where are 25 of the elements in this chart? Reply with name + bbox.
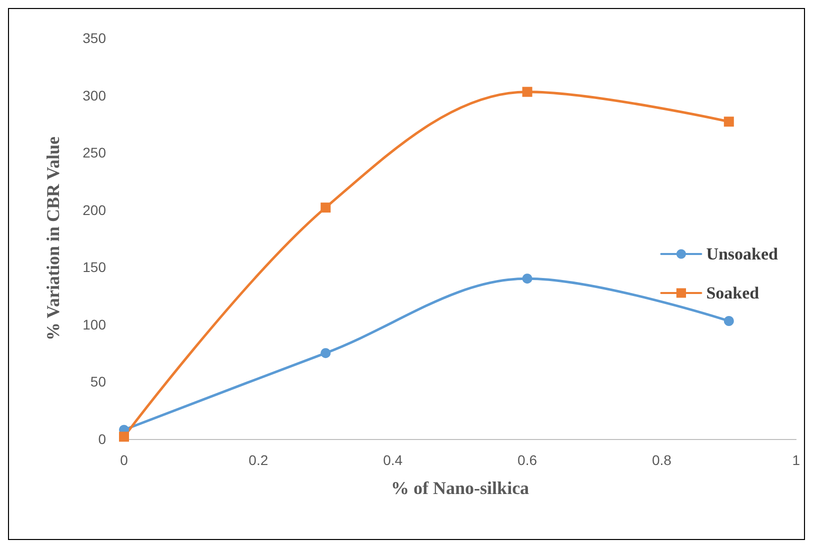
y-tick-label: 350 bbox=[82, 30, 106, 46]
y-tick-label: 0 bbox=[98, 431, 106, 447]
legend-label: Soaked bbox=[706, 284, 760, 302]
x-tick-label: 0 bbox=[120, 452, 128, 468]
x-tick-label: 0.8 bbox=[652, 452, 672, 468]
y-tick-label: 300 bbox=[82, 87, 106, 104]
y-tick-label: 150 bbox=[82, 259, 106, 276]
point bbox=[320, 202, 331, 213]
x-axis-title: % of Nano-silkica bbox=[391, 478, 530, 498]
legend-label: Unsoaked bbox=[706, 244, 779, 264]
point bbox=[119, 432, 129, 442]
y-axis-title: % Variation in CBR Value bbox=[43, 136, 63, 341]
y-tick-label: 50 bbox=[90, 374, 106, 390]
point bbox=[522, 86, 532, 97]
x-tick-label: 1 bbox=[792, 452, 800, 468]
x-tick-label: 0.2 bbox=[248, 452, 268, 468]
point bbox=[724, 116, 734, 127]
y-tick-label: 250 bbox=[82, 144, 106, 161]
y-tick-label: 100 bbox=[82, 316, 106, 332]
x-tick-label: 0.4 bbox=[383, 452, 403, 468]
point bbox=[320, 348, 331, 358]
x-tick-label: 0.6 bbox=[518, 452, 538, 468]
y-tick-label: 200 bbox=[82, 202, 106, 218]
point bbox=[724, 316, 734, 326]
point bbox=[522, 274, 532, 284]
